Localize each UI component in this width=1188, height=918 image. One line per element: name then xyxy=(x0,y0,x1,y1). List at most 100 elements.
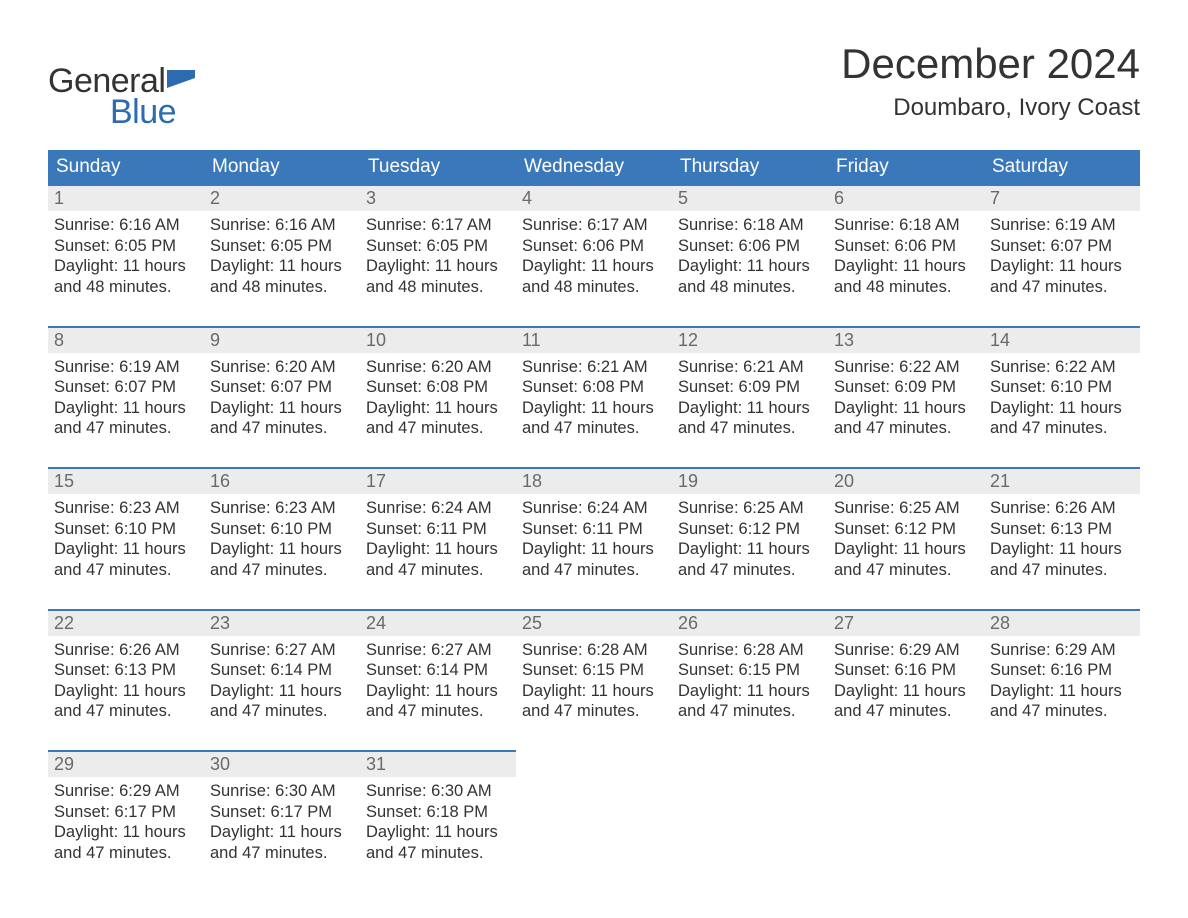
calendar-body: 1234567Sunrise: 6:16 AMSunset: 6:05 PMDa… xyxy=(48,185,1140,892)
daylight-text: and 47 minutes. xyxy=(678,418,822,439)
daylight-text: Daylight: 11 hours xyxy=(678,681,822,702)
sunset-text: Sunset: 6:15 PM xyxy=(678,660,822,681)
sunset-text: Sunset: 6:10 PM xyxy=(990,377,1134,398)
daylight-text: Daylight: 11 hours xyxy=(210,398,354,419)
day-number: 8 xyxy=(54,330,198,351)
daylight-text: and 47 minutes. xyxy=(990,277,1134,298)
day-number-row: 891011121314 xyxy=(48,327,1140,353)
sunrise-text: Sunrise: 6:21 AM xyxy=(522,357,666,378)
sunset-text: Sunset: 6:09 PM xyxy=(678,377,822,398)
day-number: 12 xyxy=(678,330,822,351)
daylight-text: and 47 minutes. xyxy=(54,418,198,439)
day-number-row: 293031 xyxy=(48,751,1140,777)
daylight-text: and 47 minutes. xyxy=(678,560,822,581)
daylight-text: Daylight: 11 hours xyxy=(366,681,510,702)
daylight-text: and 47 minutes. xyxy=(522,418,666,439)
daylight-text: and 47 minutes. xyxy=(210,843,354,864)
sunset-text: Sunset: 6:09 PM xyxy=(834,377,978,398)
day-number: 14 xyxy=(990,330,1134,351)
day-number: 29 xyxy=(54,754,198,775)
sunset-text: Sunset: 6:07 PM xyxy=(990,236,1134,257)
daylight-text: Daylight: 11 hours xyxy=(834,398,978,419)
sunrise-text: Sunrise: 6:17 AM xyxy=(366,215,510,236)
sunset-text: Sunset: 6:18 PM xyxy=(366,802,510,823)
sunset-text: Sunset: 6:10 PM xyxy=(54,519,198,540)
location-subtitle: Doumbaro, Ivory Coast xyxy=(841,94,1140,122)
logo-word-2: Blue xyxy=(110,93,197,132)
day-number: 11 xyxy=(522,330,666,351)
sunset-text: Sunset: 6:16 PM xyxy=(990,660,1134,681)
weekday-header: Friday xyxy=(828,150,984,185)
daylight-text: Daylight: 11 hours xyxy=(834,256,978,277)
weekday-header: Sunday xyxy=(48,150,204,185)
sunset-text: Sunset: 6:08 PM xyxy=(366,377,510,398)
sunset-text: Sunset: 6:08 PM xyxy=(522,377,666,398)
day-number: 28 xyxy=(990,613,1134,634)
day-number-row: 22232425262728 xyxy=(48,610,1140,636)
day-content-row: Sunrise: 6:16 AMSunset: 6:05 PMDaylight:… xyxy=(48,211,1140,327)
sunset-text: Sunset: 6:05 PM xyxy=(366,236,510,257)
daylight-text: Daylight: 11 hours xyxy=(366,398,510,419)
day-number: 16 xyxy=(210,471,354,492)
sunrise-text: Sunrise: 6:17 AM xyxy=(522,215,666,236)
sunset-text: Sunset: 6:12 PM xyxy=(834,519,978,540)
weekday-header-row: Sunday Monday Tuesday Wednesday Thursday… xyxy=(48,150,1140,185)
day-number: 18 xyxy=(522,471,666,492)
sunrise-text: Sunrise: 6:20 AM xyxy=(366,357,510,378)
day-number: 7 xyxy=(990,188,1134,209)
sunrise-text: Sunrise: 6:26 AM xyxy=(54,640,198,661)
sunset-text: Sunset: 6:14 PM xyxy=(366,660,510,681)
daylight-text: and 48 minutes. xyxy=(210,277,354,298)
weekday-header: Saturday xyxy=(984,150,1140,185)
sunrise-text: Sunrise: 6:25 AM xyxy=(834,498,978,519)
daylight-text: Daylight: 11 hours xyxy=(54,256,198,277)
daylight-text: Daylight: 11 hours xyxy=(522,398,666,419)
daylight-text: and 47 minutes. xyxy=(990,418,1134,439)
sunrise-text: Sunrise: 6:16 AM xyxy=(54,215,198,236)
daylight-text: Daylight: 11 hours xyxy=(210,681,354,702)
daylight-text: and 47 minutes. xyxy=(210,701,354,722)
sunset-text: Sunset: 6:05 PM xyxy=(210,236,354,257)
sunrise-text: Sunrise: 6:18 AM xyxy=(834,215,978,236)
weekday-header: Monday xyxy=(204,150,360,185)
daylight-text: Daylight: 11 hours xyxy=(54,539,198,560)
day-number: 3 xyxy=(366,188,510,209)
sunrise-text: Sunrise: 6:24 AM xyxy=(522,498,666,519)
sunrise-text: Sunrise: 6:20 AM xyxy=(210,357,354,378)
daylight-text: and 47 minutes. xyxy=(54,560,198,581)
daylight-text: and 47 minutes. xyxy=(210,418,354,439)
weekday-header: Wednesday xyxy=(516,150,672,185)
day-number: 13 xyxy=(834,330,978,351)
page-title: December 2024 xyxy=(841,40,1140,88)
sunset-text: Sunset: 6:14 PM xyxy=(210,660,354,681)
day-number: 23 xyxy=(210,613,354,634)
daylight-text: Daylight: 11 hours xyxy=(366,256,510,277)
sunset-text: Sunset: 6:13 PM xyxy=(990,519,1134,540)
day-number: 25 xyxy=(522,613,666,634)
daylight-text: Daylight: 11 hours xyxy=(54,822,198,843)
sunset-text: Sunset: 6:16 PM xyxy=(834,660,978,681)
sunset-text: Sunset: 6:07 PM xyxy=(54,377,198,398)
daylight-text: Daylight: 11 hours xyxy=(990,539,1134,560)
daylight-text: Daylight: 11 hours xyxy=(522,256,666,277)
daylight-text: and 47 minutes. xyxy=(990,560,1134,581)
sunrise-text: Sunrise: 6:28 AM xyxy=(678,640,822,661)
daylight-text: and 47 minutes. xyxy=(54,843,198,864)
sunset-text: Sunset: 6:17 PM xyxy=(54,802,198,823)
day-content-row: Sunrise: 6:29 AMSunset: 6:17 PMDaylight:… xyxy=(48,777,1140,892)
day-number: 19 xyxy=(678,471,822,492)
sunrise-text: Sunrise: 6:22 AM xyxy=(834,357,978,378)
day-number: 20 xyxy=(834,471,978,492)
daylight-text: and 47 minutes. xyxy=(522,560,666,581)
sunset-text: Sunset: 6:07 PM xyxy=(210,377,354,398)
day-number-row: 15161718192021 xyxy=(48,468,1140,494)
sunrise-text: Sunrise: 6:28 AM xyxy=(522,640,666,661)
day-number: 5 xyxy=(678,188,822,209)
day-number: 6 xyxy=(834,188,978,209)
sunset-text: Sunset: 6:10 PM xyxy=(210,519,354,540)
sunrise-text: Sunrise: 6:19 AM xyxy=(54,357,198,378)
day-number: 27 xyxy=(834,613,978,634)
sunrise-text: Sunrise: 6:29 AM xyxy=(990,640,1134,661)
day-number: 24 xyxy=(366,613,510,634)
daylight-text: and 48 minutes. xyxy=(522,277,666,298)
